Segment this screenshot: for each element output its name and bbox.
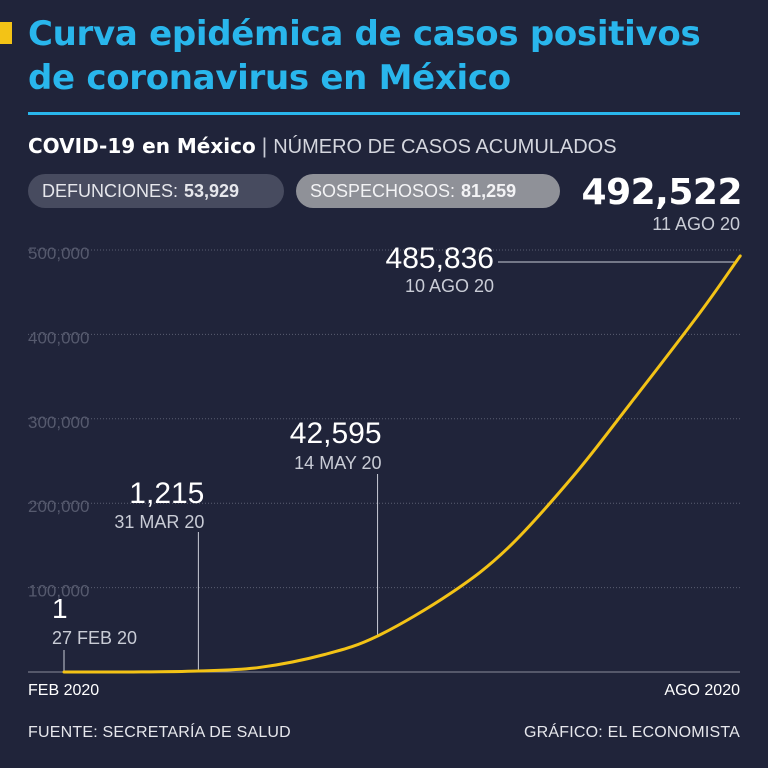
title-rule <box>28 112 740 115</box>
deaths-badge: DEFUNCIONES: 53,929 <box>28 174 284 208</box>
subtitle-separator: | <box>261 135 268 158</box>
chart-title: Curva epidémica de casos positivos de co… <box>28 14 701 98</box>
title-accent-bar <box>0 22 12 44</box>
annotation-value: 485,836 <box>386 242 494 275</box>
annotation-value: 1 <box>52 593 68 624</box>
latest-cases-date: 11 AGO 20 <box>652 214 740 234</box>
suspects-value: 81,259 <box>461 180 517 201</box>
annotation-date: 10 AGO 20 <box>405 276 494 296</box>
y-tick-label: 100,000 <box>28 582 89 601</box>
y-tick-label: 500,000 <box>28 244 89 263</box>
y-tick-label: 400,000 <box>28 328 89 347</box>
subtitle-country: COVID-19 en México <box>28 134 256 158</box>
credit-note: GRÁFICO: EL ECONOMISTA <box>524 724 740 741</box>
annotation-date: 27 FEB 20 <box>52 628 137 648</box>
annotation-value: 42,595 <box>290 417 382 450</box>
deaths-value: 53,929 <box>184 180 240 201</box>
subtitle-metric: NÚMERO DE CASOS ACUMULADOS <box>273 136 617 158</box>
source-note: FUENTE: SECRETARÍA DE SALUD <box>28 724 291 741</box>
chart-subtitle: COVID-19 en México | NÚMERO DE CASOS ACUMU… <box>28 132 617 161</box>
x-axis-start-label: FEB 2020 <box>28 682 100 699</box>
latest-cases-value: 492,522 <box>581 172 743 213</box>
suspects-badge: SOSPECHOSOS: 81,259 <box>296 174 560 208</box>
x-axis-end-label: AGO 2020 <box>664 682 740 699</box>
suspects-label: SOSPECHOSOS: <box>310 180 456 201</box>
deaths-label: DEFUNCIONES: <box>42 180 179 201</box>
annotation-date: 14 MAY 20 <box>294 453 381 473</box>
annotation-date: 31 MAR 20 <box>114 512 204 532</box>
cases-line <box>62 254 742 674</box>
y-tick-label: 200,000 <box>28 497 89 516</box>
annotation-value: 1,215 <box>129 477 204 510</box>
y-tick-label: 300,000 <box>28 413 89 432</box>
